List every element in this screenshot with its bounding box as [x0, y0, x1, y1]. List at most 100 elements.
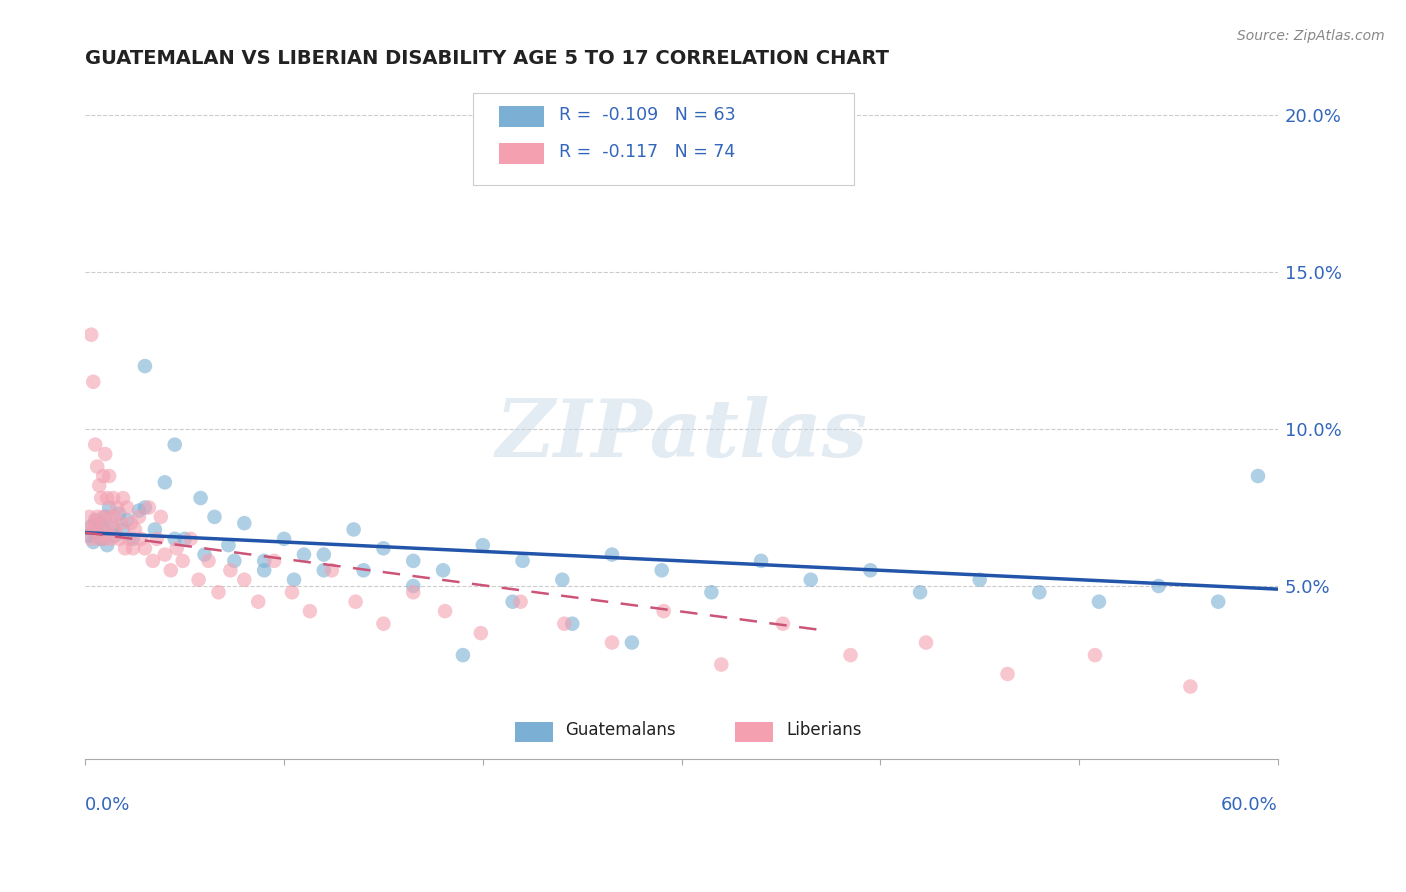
Point: [163, 532, 186, 546]
Point: [710, 657, 733, 672]
Point: [253, 563, 276, 577]
Point: [292, 548, 315, 562]
Point: [108, 507, 131, 521]
Point: [620, 635, 643, 649]
Point: [77, 529, 100, 543]
Text: Guatemalans: Guatemalans: [565, 722, 675, 739]
Point: [373, 541, 395, 556]
Point: [1180, 680, 1202, 694]
Point: [89, 516, 111, 531]
Point: [700, 585, 723, 599]
Point: [193, 548, 215, 562]
Point: [115, 500, 138, 515]
Point: [353, 563, 375, 577]
Point: [163, 437, 186, 451]
Point: [153, 548, 176, 562]
Point: [749, 554, 772, 568]
Point: [129, 532, 152, 546]
Point: [402, 579, 425, 593]
Point: [124, 523, 146, 537]
Point: [101, 491, 124, 505]
Point: [128, 503, 150, 517]
Point: [166, 541, 188, 556]
Point: [94, 447, 117, 461]
Point: [89, 478, 111, 492]
Point: [600, 548, 623, 562]
Point: [233, 573, 256, 587]
Text: Liberians: Liberians: [786, 722, 862, 739]
Point: [101, 519, 124, 533]
Point: [86, 459, 108, 474]
Point: [91, 469, 114, 483]
Point: [159, 563, 181, 577]
Point: [112, 523, 135, 537]
Point: [86, 525, 108, 540]
Point: [118, 532, 141, 546]
Point: [187, 573, 209, 587]
Point: [128, 509, 150, 524]
Point: [115, 513, 138, 527]
Point: [98, 500, 121, 515]
Point: [859, 563, 882, 577]
Point: [217, 538, 239, 552]
Point: [997, 667, 1019, 681]
Point: [80, 519, 103, 533]
Point: [105, 500, 128, 515]
Point: [551, 573, 574, 587]
Point: [600, 635, 623, 649]
Point: [94, 509, 117, 524]
Point: [173, 532, 195, 546]
Point: [281, 585, 304, 599]
Point: [772, 616, 794, 631]
Point: [122, 541, 145, 556]
Point: [172, 554, 194, 568]
Point: [91, 523, 114, 537]
Point: [470, 626, 492, 640]
Point: [263, 554, 285, 568]
Point: [343, 523, 366, 537]
Point: [1088, 595, 1111, 609]
Point: [298, 604, 321, 618]
Point: [502, 595, 524, 609]
Point: [253, 554, 276, 568]
Point: [142, 554, 165, 568]
FancyBboxPatch shape: [499, 143, 544, 164]
Point: [98, 469, 121, 483]
Text: 0.0%: 0.0%: [86, 796, 131, 814]
Point: [224, 554, 246, 568]
Point: [82, 535, 104, 549]
Point: [112, 491, 135, 505]
Point: [104, 529, 127, 543]
Point: [283, 573, 305, 587]
Point: [98, 509, 121, 524]
Point: [104, 509, 127, 524]
Point: [915, 635, 938, 649]
FancyBboxPatch shape: [472, 94, 855, 185]
Point: [138, 500, 160, 515]
Point: [89, 532, 111, 546]
Point: [553, 616, 575, 631]
Text: GUATEMALAN VS LIBERIAN DISABILITY AGE 5 TO 17 CORRELATION CHART: GUATEMALAN VS LIBERIAN DISABILITY AGE 5 …: [86, 49, 890, 68]
Point: [652, 604, 675, 618]
Point: [80, 327, 103, 342]
Point: [82, 523, 104, 537]
Point: [76, 523, 98, 537]
Point: [96, 538, 118, 552]
Point: [90, 532, 112, 546]
Point: [190, 491, 212, 505]
Point: [146, 532, 169, 546]
Point: [96, 523, 118, 537]
Point: [86, 509, 108, 524]
Text: 60.0%: 60.0%: [1220, 796, 1278, 814]
Point: [153, 475, 176, 490]
Point: [1028, 585, 1050, 599]
Point: [434, 604, 457, 618]
Point: [651, 563, 673, 577]
Point: [134, 500, 156, 515]
Point: [100, 532, 122, 546]
Point: [219, 563, 242, 577]
Point: [800, 573, 823, 587]
Point: [94, 532, 117, 546]
Point: [512, 554, 534, 568]
Point: [1084, 648, 1107, 662]
